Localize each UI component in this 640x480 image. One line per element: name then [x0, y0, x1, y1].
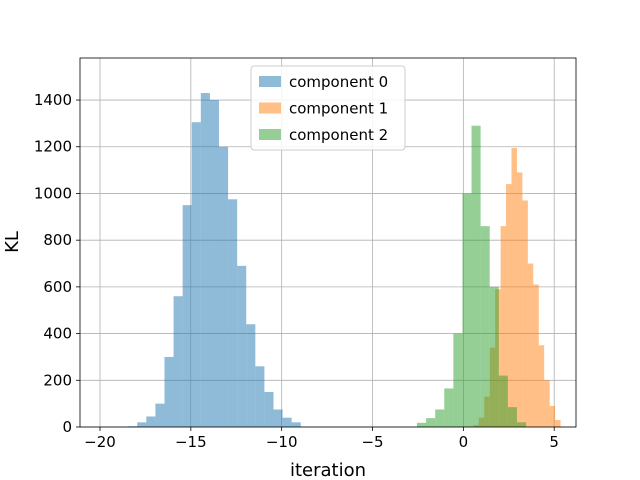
histogram-bar [146, 416, 156, 427]
histogram-bar [173, 296, 183, 427]
y-tick-label: 600 [43, 278, 72, 296]
series-2-bars [417, 125, 527, 428]
x-tick-label: −20 [84, 433, 116, 451]
histogram-bar [426, 418, 436, 427]
histogram-bar [511, 147, 517, 427]
histogram-bar [282, 417, 292, 427]
x-tick-label: −10 [266, 433, 298, 451]
x-axis-title: iteration [290, 460, 366, 480]
x-tick-label: 5 [549, 433, 559, 451]
y-tick-label: 200 [43, 371, 72, 389]
axis-ticks: −20 −15 −10 −5 0 5 0 200 400 600 800 1000 1200 1400 [34, 91, 559, 451]
histogram-bar [538, 345, 545, 427]
histogram-bar [516, 172, 523, 427]
histogram-bar [218, 146, 229, 428]
series-0-bars [128, 93, 301, 428]
y-axis-title: KL [2, 231, 23, 253]
histogram-bar [533, 284, 539, 427]
x-tick-label: −5 [361, 433, 383, 451]
histogram-bar [191, 122, 201, 428]
histogram-bar [237, 265, 247, 427]
histogram-bar [522, 200, 528, 427]
histogram-bar [453, 333, 463, 427]
x-tick-label: 0 [459, 433, 469, 451]
histogram-bars [128, 93, 561, 428]
histogram-bar [200, 93, 210, 427]
histogram-bar [291, 422, 301, 427]
legend: component 0 component 1 component 2 [250, 65, 406, 151]
legend-swatch [259, 102, 281, 114]
plot-frame [79, 57, 577, 428]
histogram-bar [444, 388, 454, 427]
histogram-bar [471, 125, 481, 428]
histogram-bar [182, 205, 192, 427]
histogram-bar [137, 422, 147, 427]
y-tick-label: 1000 [34, 184, 72, 202]
y-tick-label: 400 [43, 325, 72, 343]
legend-label: component 2 [289, 126, 388, 144]
y-tick-label: 1200 [34, 138, 72, 156]
legend-swatch [259, 129, 281, 140]
y-tick-label: 1400 [34, 91, 72, 109]
histogram-bar [264, 391, 274, 427]
legend-swatch [259, 76, 281, 87]
histogram-bar [417, 422, 427, 427]
histogram-bar [480, 226, 490, 427]
histogram-bar [209, 100, 219, 428]
legend-box [250, 65, 406, 151]
histogram-bar [164, 356, 174, 427]
x-tick-label: −15 [175, 433, 207, 451]
legend-label: component 0 [289, 73, 388, 91]
histogram-bar [228, 199, 238, 427]
y-tick-label: 0 [62, 418, 72, 436]
histogram-bar [489, 286, 499, 427]
y-tick-label: 800 [43, 231, 72, 249]
histogram-bar [435, 409, 445, 427]
histogram-bar [506, 184, 512, 427]
histogram-bar [527, 263, 534, 427]
histogram-bar [462, 193, 472, 427]
histogram-bar [273, 409, 283, 427]
legend-label: component 1 [289, 100, 388, 118]
histogram-bar [555, 419, 561, 427]
histogram-bar [516, 422, 527, 427]
histogram-bar [255, 366, 265, 427]
histogram-bar [155, 403, 165, 427]
histogram-bar [544, 380, 550, 427]
histogram-bar [500, 226, 507, 427]
histogram-bar [498, 375, 508, 427]
histogram-bar [507, 407, 517, 427]
histogram-bar [549, 405, 556, 427]
histogram-bar [246, 324, 256, 427]
